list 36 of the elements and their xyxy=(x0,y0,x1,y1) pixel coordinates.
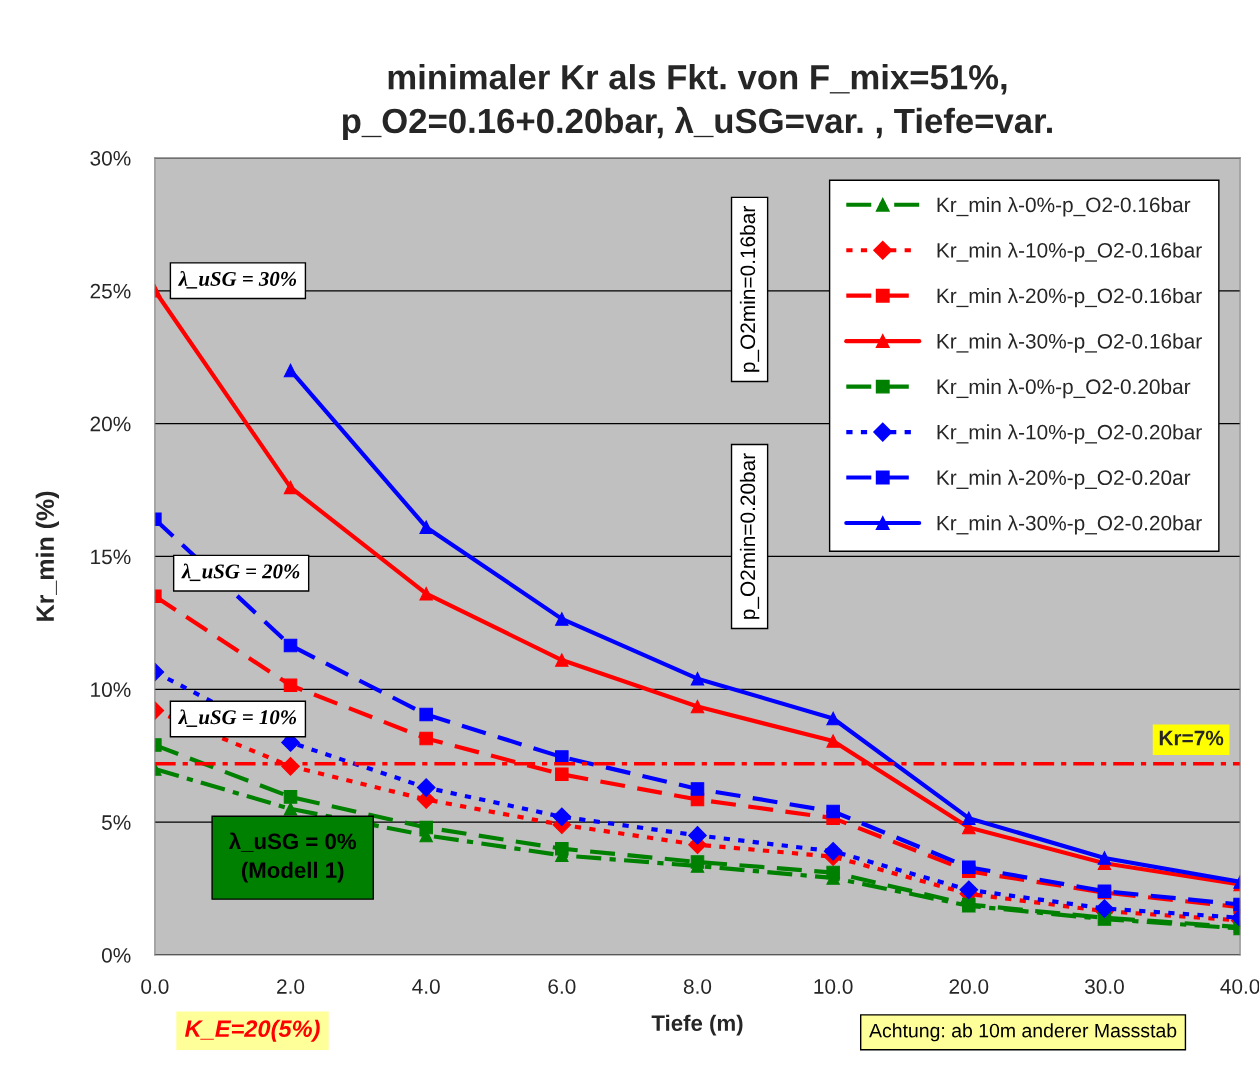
annotation: λ_uSG = 10% xyxy=(178,709,297,727)
legend-label: Kr_min λ-30%-p_O2-0.20bar xyxy=(937,515,1202,535)
y-axis-title: Kr_min (%) xyxy=(35,491,59,621)
y-tick-label: 0% xyxy=(101,947,131,963)
x-tick-label: 0.0 xyxy=(141,979,169,994)
ref-line-label: Kr=7% xyxy=(1159,730,1224,746)
annotation: λ_uSG = 0% (Modell 1) xyxy=(228,832,357,883)
x-tick-label: 4.0 xyxy=(412,979,440,994)
text: Achtung: ab 10m anderer Massstab xyxy=(869,1023,1177,1042)
y-tick-label: 30% xyxy=(90,150,131,166)
x-tick-label: 40.0 xyxy=(1220,979,1259,994)
x-axis-title: Tiefe (m) xyxy=(651,1014,743,1036)
y-tick-label: 20% xyxy=(90,416,131,432)
y-tick-label: 15% xyxy=(91,549,131,565)
legend-label: Kr_min λ-20%-p_O2-0.16bar xyxy=(937,287,1202,308)
annotation: p_O2min=0.20bar xyxy=(739,453,760,619)
legend-label: Kr_min λ-30%-p_O2-0.16bar xyxy=(937,333,1202,353)
y-tick-label: 25% xyxy=(90,283,131,299)
legend-label: Kr_min λ-10%-p_O2-0.20bar xyxy=(937,424,1202,444)
legend-label: Kr_min λ-20%-p_O2-0.20ar xyxy=(937,469,1191,490)
x-tick-label: 2.0 xyxy=(277,979,305,994)
chart-title: minimaler Kr als Fkt. von F_mix=51%, p_O2=0.16+0.20bar, λ_uSG=var. , Tiefe=var. xyxy=(342,64,1052,141)
y-tick-label: 5% xyxy=(101,815,131,830)
x-tick-label: 8.0 xyxy=(683,979,712,994)
x-tick-label: 10.0 xyxy=(814,979,853,994)
x-tick-label: 30.0 xyxy=(1084,979,1124,994)
legend-label: Kr_min λ-0%-p_O2-0.16bar xyxy=(937,196,1191,217)
y-tick-label: 10% xyxy=(91,682,131,698)
annotation: λ_uSG = 30% xyxy=(178,271,297,289)
x-tick-label: 20.0 xyxy=(949,979,989,994)
text: K_E=20(5%) xyxy=(185,1019,320,1042)
annotation: p_O2min=0.16bar xyxy=(739,206,760,372)
annotation: λ_uSG = 20% xyxy=(181,563,300,582)
legend-label: Kr_min λ-10%-p_O2-0.16bar xyxy=(937,242,1202,262)
x-tick-label: 6.0 xyxy=(548,979,576,994)
legend-label: Kr_min λ-0%-p_O2-0.20bar xyxy=(937,378,1191,399)
